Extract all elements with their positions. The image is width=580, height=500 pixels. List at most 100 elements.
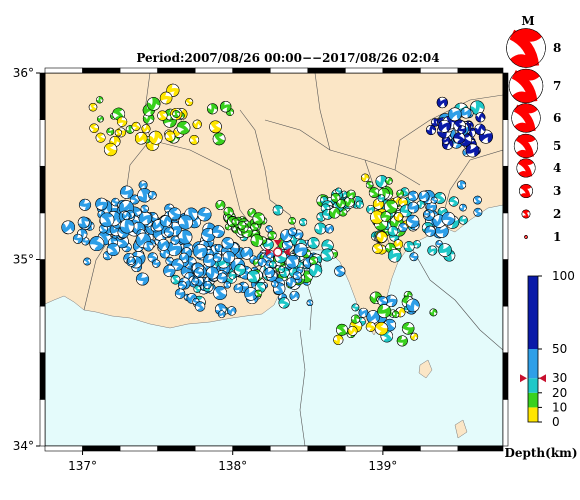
magnitude-legend-label: 7 bbox=[553, 79, 561, 93]
focal-mechanism bbox=[429, 308, 438, 317]
focal-mechanism bbox=[197, 207, 212, 222]
focal-mechanism bbox=[72, 233, 84, 244]
focal-mechanism bbox=[221, 237, 234, 250]
focal-mechanism bbox=[143, 241, 154, 252]
focal-mechanism bbox=[406, 298, 420, 313]
lon-tick-label: 138° bbox=[218, 459, 247, 473]
focal-mechanism bbox=[233, 264, 247, 276]
focal-mechanism bbox=[212, 132, 226, 146]
focal-mechanism bbox=[189, 135, 200, 145]
focal-mechanism bbox=[193, 267, 204, 278]
map-frame bbox=[39, 67, 509, 452]
magnitude-legend: M 8 7 6 5 4 3 2 1 bbox=[506, 14, 561, 244]
focal-mechanism bbox=[264, 267, 275, 278]
focal-mechanism bbox=[135, 272, 150, 286]
focal-mechanism bbox=[360, 173, 370, 183]
frame-segment-bottom bbox=[82, 445, 121, 452]
focal-mechanism bbox=[383, 318, 396, 332]
focal-mechanism bbox=[185, 98, 194, 106]
focal-mechanism bbox=[320, 248, 334, 262]
focal-mechanism bbox=[213, 286, 228, 300]
focal-mechanism bbox=[368, 187, 380, 198]
focal-mechanism bbox=[376, 231, 388, 244]
focal-mechanism bbox=[127, 256, 136, 265]
magnitude-legend-ball bbox=[513, 133, 539, 159]
focal-mechanism bbox=[278, 266, 286, 273]
focal-mechanism bbox=[406, 214, 420, 228]
frame-segment-right bbox=[502, 305, 509, 354]
focal-mechanism bbox=[171, 258, 184, 271]
colorbar-selected-arrow-left bbox=[520, 374, 527, 383]
colorbar-band bbox=[528, 392, 538, 408]
frame-segment-bottom bbox=[269, 445, 309, 452]
focal-mechanism bbox=[392, 310, 400, 318]
focal-mechanism bbox=[288, 217, 296, 225]
latitude-ticks: 34° 35° 36° bbox=[13, 66, 40, 453]
frame-segment-bottom bbox=[232, 445, 271, 452]
focal-mechanism bbox=[387, 248, 402, 263]
focal-mechanism bbox=[267, 230, 277, 240]
focal-mechanism bbox=[106, 242, 120, 257]
focal-mechanism bbox=[409, 252, 419, 262]
frame-segment-top bbox=[269, 67, 309, 74]
magnitude-legend-label: 4 bbox=[553, 161, 561, 175]
focal-mechanism bbox=[333, 334, 344, 346]
focal-mechanism bbox=[365, 321, 376, 332]
chart-title: Period:2007/08/26 00:00−−2017/08/26 02:0… bbox=[136, 51, 439, 65]
focal-mechanism bbox=[434, 224, 450, 238]
focal-mechanism bbox=[418, 190, 430, 202]
selected-event-marker[interactable] bbox=[265, 240, 290, 257]
focal-mechanism bbox=[227, 306, 237, 316]
focal-mechanism bbox=[152, 259, 161, 268]
frame-segment-top bbox=[82, 67, 121, 74]
focal-mechanism bbox=[448, 107, 462, 122]
selected-event-arrow-right bbox=[283, 248, 290, 257]
focal-mechanism bbox=[78, 198, 92, 211]
map-area[interactable] bbox=[45, 73, 503, 446]
focal-mechanism bbox=[335, 187, 342, 195]
lat-tick-label: 35° bbox=[13, 253, 34, 267]
frame-segment-top bbox=[420, 67, 459, 74]
frame-segment-right bbox=[502, 212, 509, 260]
focal-mechanism bbox=[217, 310, 226, 318]
frame-segment-left bbox=[39, 212, 46, 260]
focal-mechanism bbox=[401, 322, 415, 335]
frame-segment-top bbox=[194, 67, 234, 74]
focal-mechanism bbox=[193, 244, 208, 259]
frame-segment-top bbox=[119, 67, 158, 74]
focal-mechanism bbox=[194, 301, 206, 312]
focal-mechanism bbox=[271, 280, 279, 288]
focal-mechanism bbox=[77, 216, 90, 229]
frame-segment-left bbox=[39, 352, 46, 400]
focal-mechanism bbox=[375, 175, 389, 189]
frame-segment-right bbox=[502, 259, 509, 307]
focal-mechanism bbox=[308, 263, 323, 278]
focal-mechanism bbox=[138, 211, 152, 226]
magnitude-legend-ball bbox=[521, 209, 531, 219]
focal-mechanism bbox=[358, 307, 369, 318]
focal-mechanism bbox=[398, 197, 408, 207]
focal-mechanism bbox=[170, 235, 180, 245]
colorbar-tick-label: 50 bbox=[552, 342, 567, 356]
focal-mechanism bbox=[436, 96, 448, 109]
focal-mechanism bbox=[387, 225, 399, 237]
focal-mechanism bbox=[203, 280, 212, 290]
focal-mechanism bbox=[372, 243, 383, 254]
magnitude-legend-heading: M bbox=[521, 14, 534, 28]
focal-mechanism bbox=[448, 196, 459, 207]
focal-mechanism bbox=[425, 124, 437, 136]
colorbar-selected-arrow-right bbox=[539, 374, 546, 383]
focal-mechanism bbox=[162, 264, 176, 277]
focal-mechanism bbox=[393, 212, 404, 222]
focal-mechanism bbox=[377, 194, 386, 203]
focal-mechanism bbox=[423, 210, 431, 218]
frame-segment-top bbox=[307, 67, 346, 74]
focal-mechanism bbox=[164, 227, 175, 238]
focal-mechanism bbox=[61, 220, 76, 235]
focal-mechanism bbox=[350, 314, 361, 324]
focal-mechanism bbox=[119, 218, 135, 234]
focal-mechanism bbox=[138, 180, 148, 190]
focal-mechanism bbox=[403, 241, 415, 253]
focal-mechanism bbox=[250, 222, 259, 232]
